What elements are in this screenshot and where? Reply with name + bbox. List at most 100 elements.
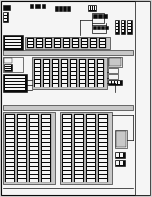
Bar <box>99 123 107 126</box>
Bar <box>42 139 50 142</box>
Bar <box>6 123 14 126</box>
Bar <box>60 112 112 184</box>
Bar <box>115 152 125 158</box>
Bar <box>87 171 95 174</box>
Bar <box>25 37 110 49</box>
Bar <box>46 39 51 41</box>
Bar <box>63 115 71 118</box>
Bar <box>42 171 50 174</box>
Bar <box>4 19 7 21</box>
Bar <box>42 159 50 162</box>
Bar <box>6 159 14 162</box>
Bar <box>122 24 124 26</box>
Bar <box>89 64 94 67</box>
Bar <box>75 127 83 130</box>
Bar <box>35 84 40 87</box>
Bar <box>30 167 38 170</box>
Bar <box>116 131 126 147</box>
Bar <box>5 46 21 48</box>
Bar <box>71 84 76 87</box>
Bar <box>93 14 97 18</box>
Bar <box>75 115 83 118</box>
Bar <box>63 179 71 182</box>
Bar <box>28 42 33 44</box>
Bar <box>89 76 94 79</box>
Bar <box>42 123 50 126</box>
Bar <box>30 175 38 178</box>
Bar <box>99 119 107 122</box>
Bar <box>87 147 95 150</box>
Bar <box>30 143 38 146</box>
Bar <box>128 27 131 29</box>
Bar <box>53 72 58 75</box>
Bar <box>6 167 14 170</box>
Bar <box>63 159 71 162</box>
Bar <box>99 171 107 174</box>
Bar <box>87 131 95 134</box>
Bar <box>6 147 14 150</box>
Bar <box>73 42 78 44</box>
Bar <box>128 24 131 26</box>
Bar <box>80 84 85 87</box>
Bar <box>128 30 131 32</box>
Bar <box>99 167 107 170</box>
Bar <box>5 65 11 66</box>
Bar <box>29 114 39 182</box>
Bar <box>89 68 94 71</box>
Bar <box>6 163 14 166</box>
Bar <box>37 42 42 44</box>
Bar <box>100 39 105 41</box>
Bar <box>36 38 43 48</box>
Bar <box>3 74 27 92</box>
Bar <box>87 123 95 126</box>
Bar <box>75 159 83 162</box>
Bar <box>75 155 83 158</box>
Bar <box>42 4 45 8</box>
Bar <box>98 72 103 75</box>
Bar <box>5 40 21 42</box>
Bar <box>62 80 67 83</box>
Bar <box>3 50 133 55</box>
Bar <box>122 21 124 23</box>
Bar <box>6 131 14 134</box>
Bar <box>67 6 70 11</box>
Bar <box>18 147 26 150</box>
Bar <box>44 60 49 63</box>
Bar <box>35 64 40 67</box>
Bar <box>18 123 26 126</box>
Bar <box>42 167 50 170</box>
Bar <box>73 39 78 41</box>
Bar <box>54 38 61 48</box>
Bar <box>92 13 104 23</box>
Bar <box>35 68 40 71</box>
Bar <box>63 151 71 154</box>
Bar <box>37 39 42 41</box>
Bar <box>87 151 95 154</box>
Bar <box>99 151 107 154</box>
Bar <box>112 81 114 84</box>
Bar <box>93 6 94 10</box>
Bar <box>34 59 41 87</box>
Bar <box>74 114 84 182</box>
Bar <box>128 21 131 23</box>
Bar <box>92 25 106 33</box>
Bar <box>121 20 125 34</box>
Bar <box>88 59 95 87</box>
Bar <box>18 143 26 146</box>
Bar <box>116 21 118 23</box>
Bar <box>87 175 95 178</box>
Bar <box>97 59 104 87</box>
Bar <box>42 127 50 130</box>
Bar <box>75 175 83 178</box>
Bar <box>42 179 50 182</box>
Bar <box>18 155 26 158</box>
Bar <box>135 1 150 195</box>
Bar <box>53 76 58 79</box>
Bar <box>71 60 76 63</box>
Bar <box>98 114 108 182</box>
Bar <box>18 175 26 178</box>
Bar <box>75 123 83 126</box>
Bar <box>42 175 50 178</box>
Bar <box>71 64 76 67</box>
Bar <box>87 139 95 142</box>
